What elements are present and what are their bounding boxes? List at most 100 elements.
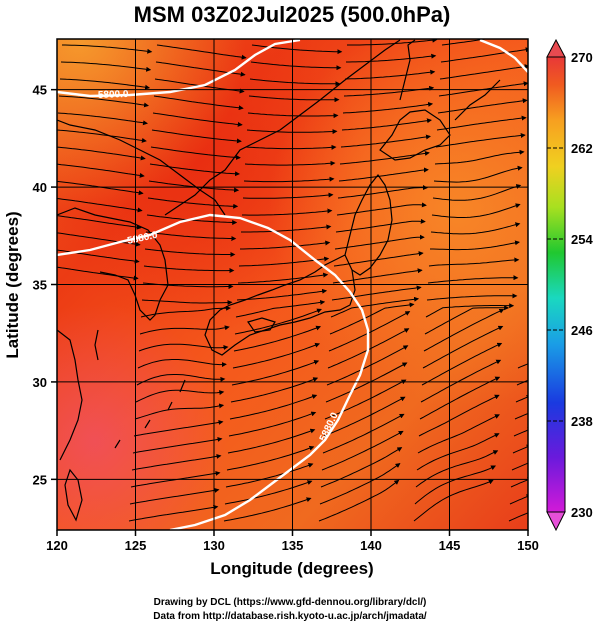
streamline (426, 293, 518, 301)
streamline (62, 44, 153, 54)
streamline (223, 497, 312, 522)
height-contours (57, 39, 528, 530)
y-tick-label: 45 (33, 83, 47, 98)
streamline (57, 112, 148, 126)
streamline (514, 412, 528, 420)
streamline (57, 197, 143, 213)
streamline (149, 163, 240, 177)
x-tick-label: 130 (203, 538, 225, 553)
streamline (57, 163, 145, 178)
streamline (324, 379, 407, 420)
x-tick-label: 135 (282, 538, 304, 553)
streamline (439, 64, 528, 80)
streamline (440, 47, 528, 63)
streamline (132, 436, 223, 454)
colorbar-body (546, 56, 566, 513)
streamline (243, 176, 335, 183)
y-axis-ticks: 25 30 35 40 45 (33, 83, 57, 487)
streamline (226, 445, 315, 471)
streamline (430, 222, 521, 235)
streamline (330, 296, 420, 318)
streamline (57, 146, 146, 161)
streamline (413, 479, 494, 522)
streamline (156, 44, 247, 60)
streamline (229, 394, 318, 420)
streamline (242, 208, 333, 216)
streamline (339, 150, 430, 165)
streamline (240, 240, 331, 250)
streamline (138, 343, 229, 352)
streamline (511, 460, 528, 471)
y-axis-label: Latitude (degrees) (3, 211, 22, 358)
streamline (508, 510, 528, 522)
streamline (513, 427, 528, 437)
streamline (137, 359, 227, 369)
streamline (509, 494, 528, 505)
streamline (136, 374, 226, 386)
streamline (430, 240, 520, 251)
streamline (436, 115, 527, 131)
streamline (334, 234, 425, 250)
streamline (323, 396, 406, 437)
colorbar-tick-label: 254 (571, 232, 593, 247)
y-tick-label: 35 (33, 278, 47, 293)
streamline (318, 479, 400, 522)
streamline (246, 129, 338, 135)
x-axis-label: Longitude (degrees) (210, 559, 373, 578)
colorbar: 230 238 246 254 262 270 (546, 38, 593, 532)
streamline (332, 268, 423, 284)
streamline (346, 53, 437, 63)
streamline (232, 342, 321, 369)
streamline (224, 480, 313, 505)
streamline (416, 433, 500, 471)
streamline (235, 299, 326, 318)
gridlines (57, 39, 528, 530)
streamline (236, 288, 328, 301)
streamline (338, 167, 429, 182)
streamline (131, 453, 222, 471)
streamline (248, 95, 340, 103)
wind-streamlines (57, 39, 528, 522)
streamline (57, 266, 139, 281)
streamline (419, 376, 501, 420)
streamline (141, 299, 233, 306)
streamline (320, 447, 403, 488)
streamline (233, 325, 322, 352)
streamline (244, 160, 336, 166)
streamline (321, 430, 404, 471)
streamline (418, 394, 500, 437)
streamline (422, 325, 504, 369)
y-tick-label: 25 (33, 472, 47, 487)
streamline (328, 311, 411, 352)
streamline (415, 450, 499, 488)
streamline (57, 232, 141, 247)
streamline (234, 308, 322, 335)
streamline (242, 192, 334, 199)
streamline (427, 275, 519, 284)
streamline (336, 202, 427, 216)
streamline (517, 363, 528, 369)
x-axis-ticks: 120 125 130 135 140 145 150 (46, 530, 539, 553)
streamline (319, 463, 401, 505)
streamline (147, 197, 239, 209)
streamline (420, 359, 502, 403)
streamline (421, 342, 503, 386)
streamline (341, 118, 432, 131)
streamline (337, 185, 428, 199)
streamline (152, 112, 243, 127)
streamline (145, 231, 237, 241)
streamline (144, 248, 236, 257)
contour-label: 5800.0 (98, 89, 129, 101)
colorbar-tick-label: 238 (571, 414, 593, 429)
x-tick-label: 120 (46, 538, 68, 553)
colorbar-tick-label: 246 (571, 323, 593, 338)
colorbar-tick-label: 270 (571, 50, 593, 65)
streamline (128, 504, 219, 522)
streamline (59, 78, 151, 90)
streamline (432, 184, 522, 201)
streamline (251, 44, 343, 55)
streamline (424, 305, 510, 335)
colorbar-bottom-triangle (546, 511, 566, 532)
streamline (342, 101, 434, 114)
chart-title: MSM 03Z02Jul2025 (500.0hPa) (134, 2, 451, 27)
